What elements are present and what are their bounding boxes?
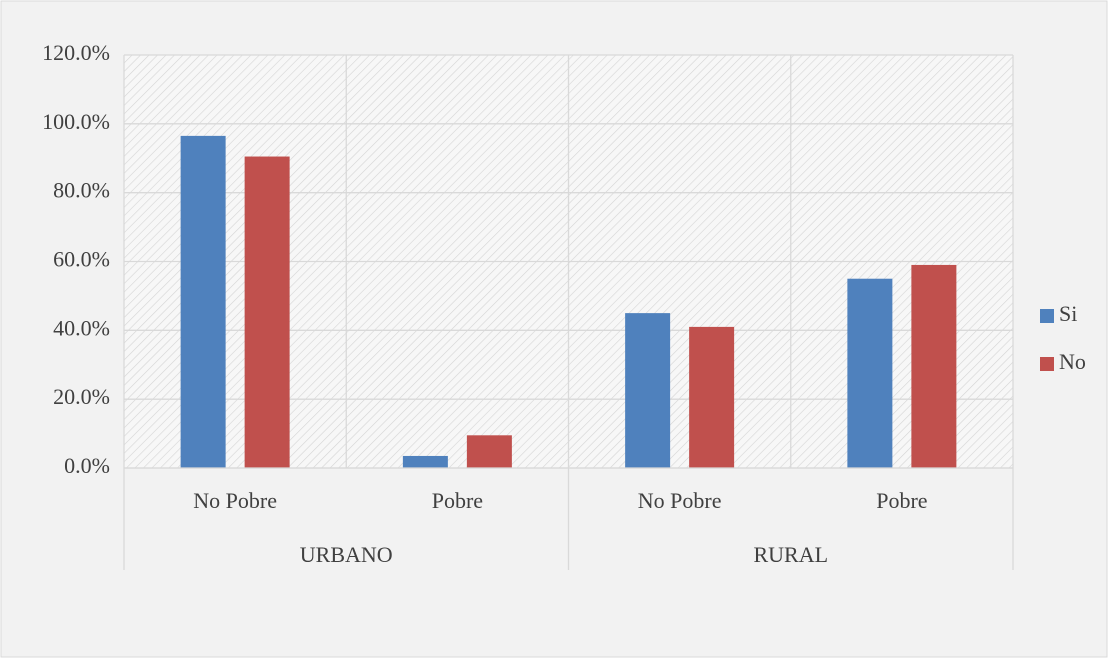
legend-swatch (1040, 309, 1054, 323)
y-tick-label: 80.0% (53, 178, 110, 203)
x-tick-label: No Pobre (193, 488, 277, 513)
y-tick-label: 0.0% (64, 453, 110, 478)
bar (847, 278, 893, 468)
group-label: RURAL (753, 542, 828, 567)
y-tick-label: 20.0% (53, 384, 110, 409)
y-tick-label: 60.0% (53, 247, 110, 272)
bar (689, 326, 735, 468)
y-tick-label: 40.0% (53, 315, 110, 340)
group-label: URBANO (300, 542, 393, 567)
bar (625, 313, 671, 468)
bar (180, 135, 226, 469)
bar (466, 435, 512, 468)
x-tick-label: Pobre (876, 488, 927, 513)
x-tick-label: Pobre (432, 488, 483, 513)
bar (244, 156, 290, 468)
y-tick-label: 100.0% (42, 109, 110, 134)
legend-label: No (1059, 349, 1086, 374)
legend-label: Si (1059, 301, 1077, 326)
bar (911, 264, 957, 468)
x-tick-label: No Pobre (638, 488, 722, 513)
bar (402, 455, 448, 468)
legend-swatch (1040, 357, 1054, 371)
y-tick-label: 120.0% (42, 40, 110, 65)
